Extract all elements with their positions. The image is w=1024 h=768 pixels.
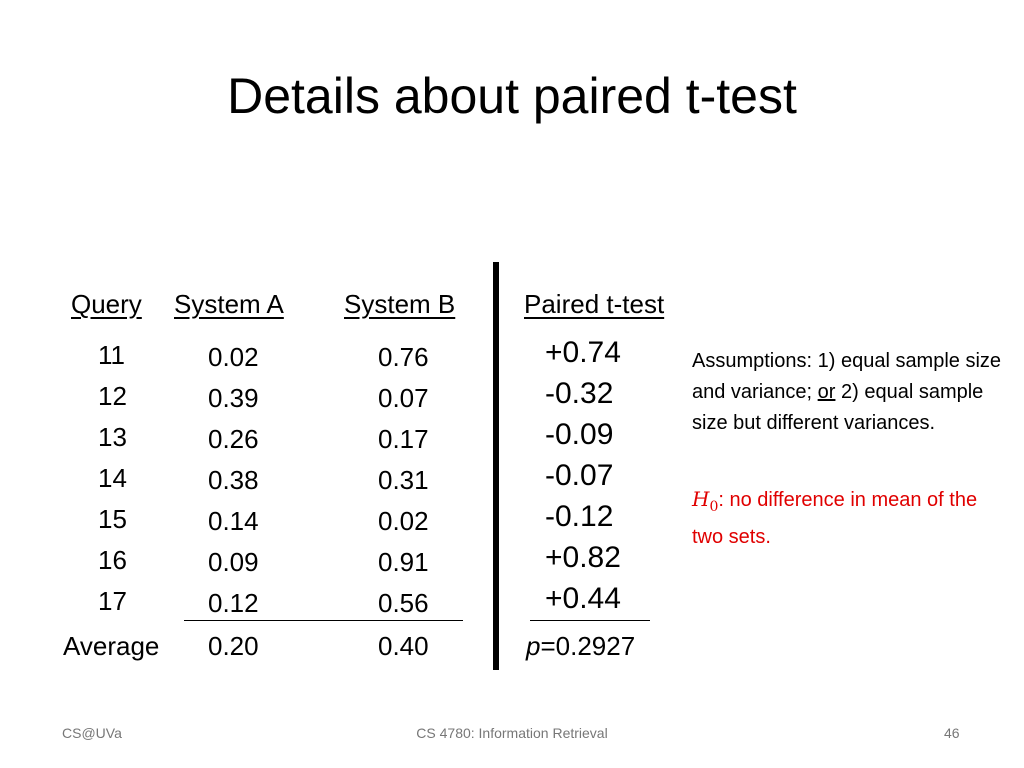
cell-query: 12 <box>98 381 127 411</box>
cell-query: 15 <box>98 504 127 534</box>
header-system-b: System B <box>344 289 456 319</box>
footer-left: CS@UVa <box>62 725 122 741</box>
cell-query: 16 <box>98 545 127 575</box>
cell-system-a: 0.26 <box>208 424 259 454</box>
column-separator <box>493 262 499 670</box>
cell-system-a: 0.12 <box>208 588 259 618</box>
cell-paired-diff: -0.12 <box>545 500 614 533</box>
header-query: Query <box>71 289 142 319</box>
h0-symbol: H0 <box>692 487 718 515</box>
h0-letter: H <box>692 487 710 511</box>
page-number: 46 <box>944 725 960 741</box>
cell-paired-diff: +0.74 <box>545 336 621 369</box>
cell-system-a: 0.02 <box>208 342 259 372</box>
h0-subscript: 0 <box>709 499 719 515</box>
average-system-b: 0.40 <box>378 631 429 661</box>
slide-title: Details about paired t-test <box>227 68 797 124</box>
cell-system-b: 0.91 <box>378 547 429 577</box>
cell-system-b: 0.31 <box>378 465 429 495</box>
cell-system-b: 0.07 <box>378 383 429 413</box>
p-value-number: =0.2927 <box>540 631 636 661</box>
paired-divider <box>530 620 650 621</box>
cell-paired-diff: -0.32 <box>545 377 614 410</box>
cell-query: 11 <box>98 340 125 370</box>
cell-paired-diff: -0.07 <box>545 459 614 492</box>
assumptions-or: or <box>817 381 836 403</box>
assumptions-note: Assumptions: 1) equal sample size and va… <box>692 346 1012 439</box>
cell-system-b: 0.02 <box>378 506 429 536</box>
cell-query: 13 <box>98 422 127 452</box>
cell-system-b: 0.17 <box>378 424 429 454</box>
cell-system-a: 0.09 <box>208 547 259 577</box>
p-value: p=0.2927 <box>526 630 635 662</box>
average-label: Average <box>63 631 160 661</box>
header-paired-t-test: Paired t-test <box>524 289 665 319</box>
cell-system-b: 0.56 <box>378 588 429 618</box>
cell-paired-diff: +0.44 <box>545 582 621 615</box>
cell-paired-diff: -0.09 <box>545 418 614 451</box>
h0-text: : no difference in mean of the two sets. <box>692 489 978 548</box>
assumptions-text-start: Assumptions: 1) equal sample size and va… <box>692 350 1002 403</box>
cell-query: 17 <box>98 586 127 616</box>
cell-paired-diff: +0.82 <box>545 541 621 574</box>
null-hypothesis-note: H0: no difference in mean of the two set… <box>692 484 1012 552</box>
cell-system-a: 0.39 <box>208 383 259 413</box>
p-symbol: p <box>526 631 541 661</box>
cell-system-a: 0.38 <box>208 465 259 495</box>
cell-system-b: 0.76 <box>378 342 429 372</box>
average-system-a: 0.20 <box>208 631 259 661</box>
footer-center: CS 4780: Information Retrieval <box>416 725 608 741</box>
assumptions-text-end: 2) equal sample size but different varia… <box>692 381 984 434</box>
cell-system-a: 0.14 <box>208 506 259 536</box>
average-divider <box>184 620 463 621</box>
cell-query: 14 <box>98 463 127 493</box>
header-system-a: System A <box>174 289 284 319</box>
